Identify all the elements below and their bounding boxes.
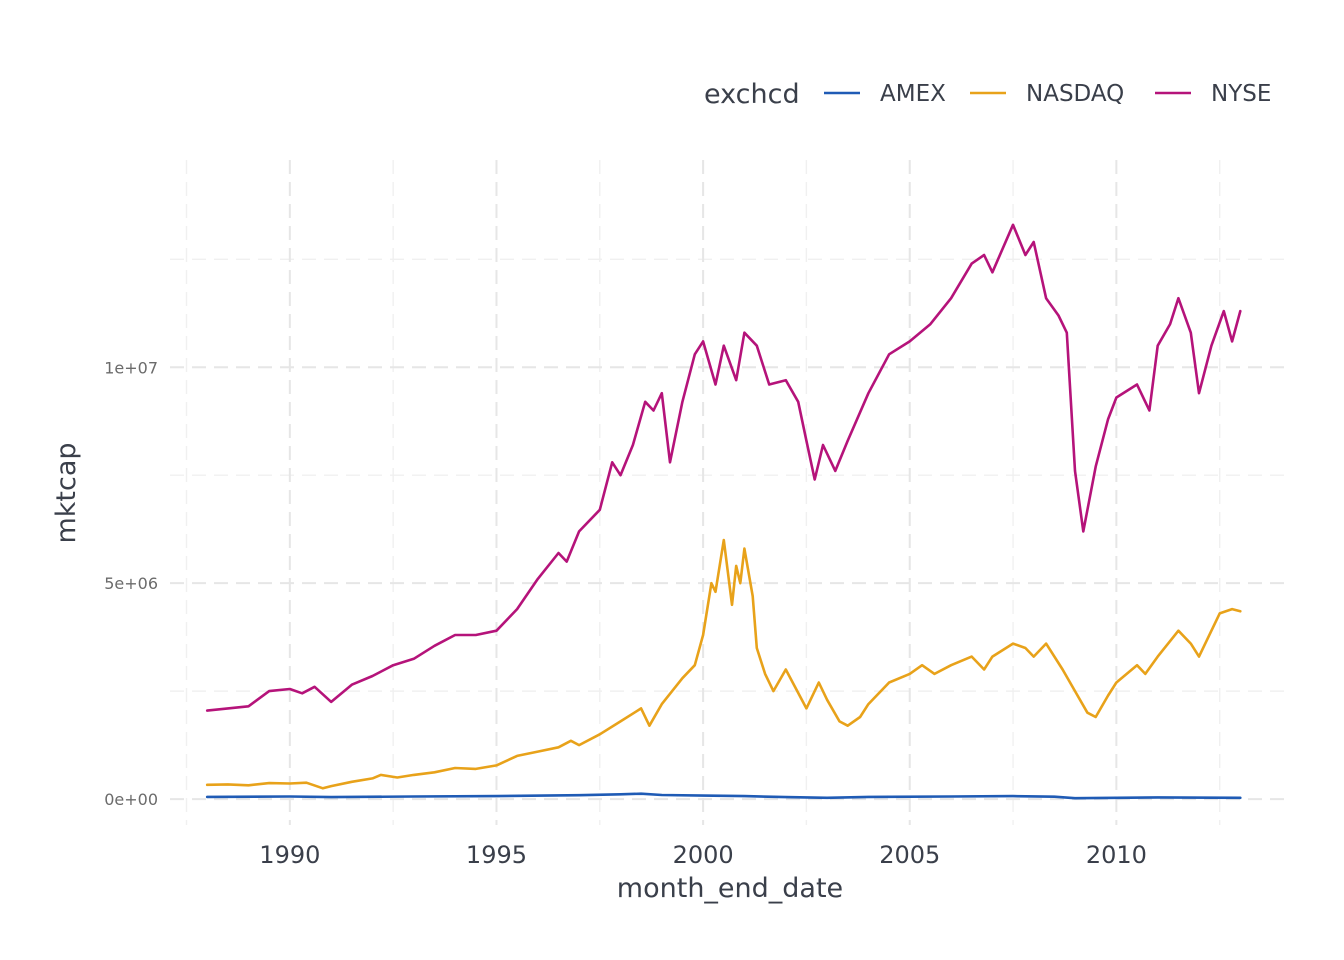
grid-lines <box>170 160 1292 825</box>
x-tick-label: 2005 <box>879 841 940 869</box>
y-axis-title: mktcap <box>51 442 82 543</box>
legend-label-nasdaq: NASDAQ <box>1026 81 1124 107</box>
legend: exchcd AMEX NASDAQ NYSE <box>704 79 1271 110</box>
x-tick-label: 2010 <box>1086 841 1147 869</box>
legend-items: AMEX NASDAQ NYSE <box>824 81 1271 107</box>
x-tick-label: 1995 <box>466 841 527 869</box>
y-tick-label: 0e+00 <box>104 790 158 809</box>
y-tick-label: 1e+07 <box>104 358 158 377</box>
y-tick-label: 5e+06 <box>104 574 158 593</box>
series-line-nyse <box>205 223 1242 712</box>
series-line-amex <box>205 792 1242 800</box>
series-lines <box>205 223 1242 800</box>
legend-label-nyse: NYSE <box>1211 81 1271 107</box>
x-tick-label: 1990 <box>259 841 320 869</box>
x-tick-labels: 1990 1995 2000 2005 2010 <box>259 841 1147 869</box>
x-axis-title: month_end_date <box>617 873 843 904</box>
y-tick-labels: 0e+00 5e+06 1e+07 <box>104 358 158 809</box>
series-line-nasdaq <box>205 538 1242 790</box>
legend-label-amex: AMEX <box>880 81 946 107</box>
x-tick-label: 2000 <box>673 841 734 869</box>
legend-title: exchcd <box>704 79 800 110</box>
